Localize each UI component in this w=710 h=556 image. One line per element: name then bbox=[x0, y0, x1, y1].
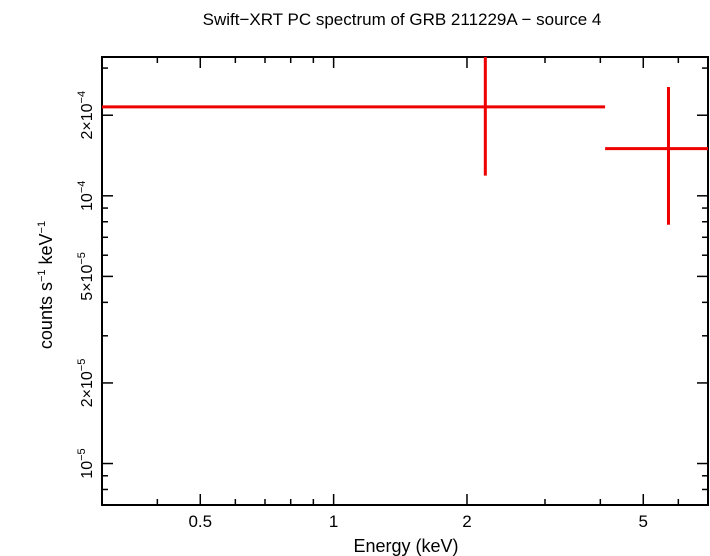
y-tick-exponent: −4 bbox=[76, 91, 88, 104]
y-tick-exponent: −5 bbox=[76, 448, 88, 461]
y-tick-label-text: 5×10−5 bbox=[76, 252, 96, 301]
y-tick-base: 10 bbox=[79, 103, 96, 121]
y-tick-label-text: 10−4 bbox=[76, 181, 96, 211]
y-tick-exponent: −5 bbox=[76, 252, 88, 265]
y-tick-labels: 10−52×10−55×10−510−42×10−4 bbox=[76, 91, 96, 479]
y-tick-label-text: 2×10−4 bbox=[76, 91, 96, 140]
y-axis-label: counts s−1 keV−1 bbox=[36, 221, 56, 349]
y-tick-label-text: 10−5 bbox=[76, 448, 96, 478]
y-tick-mantissa: 2× bbox=[79, 389, 96, 407]
series-0 bbox=[102, 57, 708, 225]
y-tick-mantissa: 5× bbox=[79, 282, 96, 300]
y-tick-base: 10 bbox=[79, 371, 96, 389]
y-tick-label: 2×10−4 bbox=[76, 91, 96, 140]
y-axis-label-mid: keV bbox=[36, 233, 56, 269]
y-tick-exponent: −5 bbox=[76, 359, 88, 372]
y-axis-label-base: counts s bbox=[36, 282, 56, 349]
y-tick-mantissa: 2× bbox=[79, 121, 96, 139]
x-tick-label: 1 bbox=[329, 512, 338, 531]
y-tick-base: 10 bbox=[79, 265, 96, 283]
y-tick-label: 10−5 bbox=[76, 448, 96, 478]
y-axis-label-exp1: −1 bbox=[36, 269, 48, 282]
x-tick-label: 5 bbox=[639, 512, 648, 531]
data-point bbox=[605, 86, 708, 225]
y-tick-base: 10 bbox=[79, 461, 96, 479]
y-axis-label-exp2: −1 bbox=[36, 221, 48, 234]
plot-frame bbox=[101, 56, 709, 506]
y-tick-label: 5×10−5 bbox=[76, 252, 96, 301]
x-axis-label: Energy (keV) bbox=[353, 536, 458, 556]
y-tick-label: 10−4 bbox=[76, 181, 96, 211]
x-tick-label: 0.5 bbox=[188, 512, 212, 531]
x-tick-labels: 0.5 1 2 5 bbox=[188, 512, 648, 531]
axis-ticks bbox=[101, 57, 709, 506]
y-tick-label-text: 2×10−5 bbox=[76, 359, 96, 408]
x-tick-label: 2 bbox=[462, 512, 471, 531]
y-tick-base: 10 bbox=[79, 193, 96, 211]
y-tick-exponent: −4 bbox=[76, 181, 88, 194]
y-tick-label: 2×10−5 bbox=[76, 359, 96, 408]
data-point bbox=[102, 57, 606, 176]
data-series bbox=[102, 57, 708, 225]
chart-title: Swift−XRT PC spectrum of GRB 211229A − s… bbox=[203, 10, 602, 29]
